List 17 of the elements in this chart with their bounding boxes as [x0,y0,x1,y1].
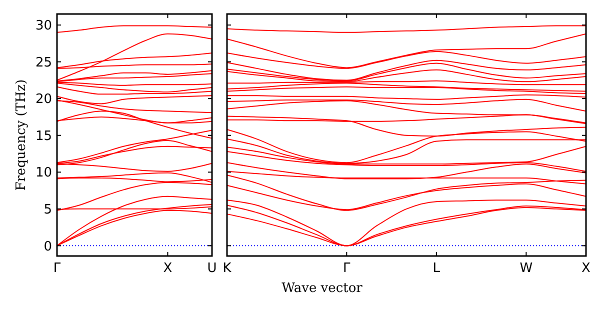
x-tick-label: X [163,261,172,276]
x-tick-label: X [582,261,591,276]
x-tick-label: Γ [343,261,352,276]
y-tick-label: 25 [35,55,52,70]
x-tick-label: L [432,261,441,276]
y-tick-label: 10 [35,166,52,181]
x-tick-label: W [520,261,533,276]
y-tick-label: 5 [44,202,52,218]
y-tick-label: 15 [35,128,52,144]
y-tick-label: 0 [44,239,52,254]
y-tick-label: 30 [35,18,52,34]
y-tick-label: 20 [35,92,52,108]
x-tick-label: K [222,261,232,276]
y-axis-title: Frequency (THz) [14,79,29,191]
x-axis-title: Wave vector [282,281,364,296]
x-tick-label: Γ [53,261,62,276]
x-tick-label: U [207,261,217,276]
